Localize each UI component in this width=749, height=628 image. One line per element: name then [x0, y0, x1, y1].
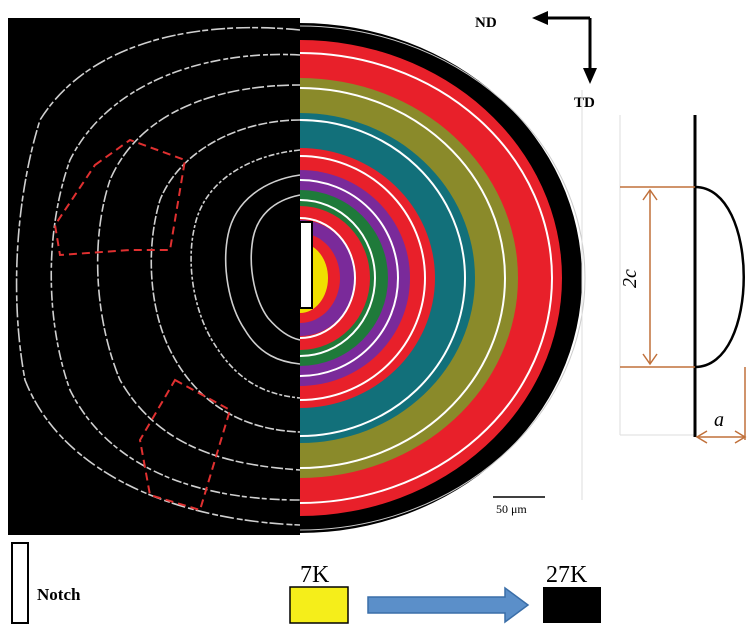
nd-label: ND [475, 15, 497, 31]
crack-schematic [582, 90, 745, 500]
high-label: 27K [546, 562, 588, 588]
orientation-arrows [532, 11, 597, 84]
scale-label: 50 μm [496, 502, 527, 516]
low-swatch [290, 587, 348, 623]
crack-depth-label: a [714, 409, 724, 431]
range-arrow [368, 588, 528, 622]
td-label: TD [574, 95, 595, 111]
high-swatch [543, 587, 601, 623]
crack-length-label: 2c [619, 269, 641, 288]
notch-legend-label: Notch [37, 585, 81, 604]
notch [300, 222, 312, 308]
notch-legend-icon [12, 543, 28, 623]
figure: ND TD 50 μm 2c a Notch 7K 27K [0, 0, 749, 628]
low-label: 7K [300, 562, 330, 588]
